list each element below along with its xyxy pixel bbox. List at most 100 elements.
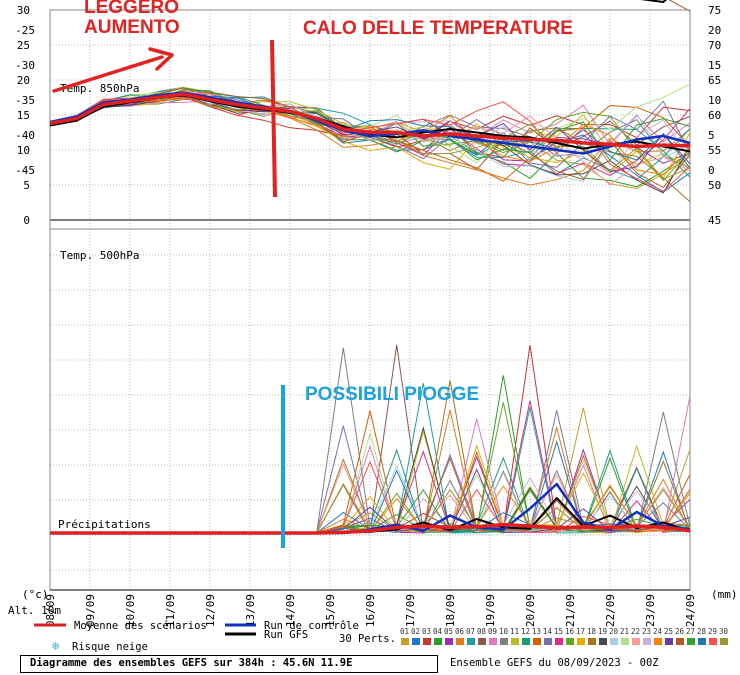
legend-member-number: 30: [719, 627, 729, 636]
tick-label-left-850: 15: [17, 109, 30, 122]
snow-icon: ❄: [52, 639, 59, 653]
tick-label-date: 17/09: [404, 594, 417, 627]
legend-member-swatch: [665, 638, 673, 645]
legend-member-number: 09: [488, 627, 497, 636]
legend-perts-label: 30 Perts.: [339, 633, 396, 645]
panel-title-500: Temp. 500hPa: [60, 249, 139, 262]
legend-member-number: 12: [521, 627, 530, 636]
legend-member-swatch: [467, 638, 475, 645]
tick-label-right-500: 5: [708, 129, 715, 142]
tick-label-date: 19/09: [484, 594, 497, 627]
tick-label-left-850: 25: [17, 39, 30, 52]
rise-arrow-shaft: [52, 55, 164, 93]
tick-label-left-850: 10: [17, 144, 30, 157]
legend-member-number: 14: [543, 627, 553, 636]
footer-run-info: Ensemble GEFS du 08/09/2023 - 00Z: [450, 657, 659, 669]
legend-member-number: 03: [422, 627, 431, 636]
panel-title-850: Temp. 850hPa: [60, 82, 139, 95]
legend-member-number: 11: [510, 627, 519, 636]
legend-member-number: 08: [477, 627, 487, 636]
legend-member-swatch: [555, 638, 563, 645]
tick-label-date: 22/09: [604, 594, 617, 627]
legend-member-swatch: [643, 638, 651, 645]
legend-member-swatch: [423, 638, 431, 645]
legend: Moyenne des scénarios Run de contrôleRun …: [34, 620, 729, 653]
legend-control-label: Run de contrôle: [264, 620, 359, 632]
tick-label-date: 15/09: [324, 594, 337, 627]
tick-label-right-500: 0: [708, 164, 715, 177]
mean-line-precip: [50, 522, 691, 535]
left-unit-label: (°c): [22, 588, 49, 601]
legend-member-number: 07: [466, 627, 475, 636]
legend-member-swatch: [610, 638, 618, 645]
footer-title-box: [20, 655, 438, 673]
legend-member-swatch: [621, 638, 629, 645]
legend-member-number: 04: [433, 627, 443, 636]
tick-label-left-500: -35: [15, 94, 35, 107]
tick-label-left-850: 5: [23, 179, 30, 192]
tick-label-date: 12/09: [204, 594, 217, 627]
tick-label-left-500: -30: [15, 59, 35, 72]
right-unit-label: (mm): [711, 588, 738, 601]
legend-snow-label: Risque neige: [72, 641, 148, 653]
legend-member-number: 20: [609, 627, 619, 636]
member-line-850: [49, 93, 691, 180]
control-line-850: [49, 91, 691, 155]
member-line-850: [49, 96, 691, 176]
tick-label-date: 20/09: [524, 594, 537, 627]
rise-annotation: LEGGERO AUMENTO: [84, 0, 180, 38]
legend-member-swatch: [445, 638, 453, 645]
rain-annotation: POSSIBILI PIOGGE: [305, 384, 480, 405]
main-series: [49, 0, 691, 535]
legend-member-swatch: [456, 638, 464, 645]
legend-member-number: 19: [598, 627, 607, 636]
legend-member-swatch: [698, 638, 706, 645]
legend-member-number: 28: [697, 627, 707, 636]
legend-member-number: 18: [587, 627, 597, 636]
tick-label-right-500: 10: [708, 94, 721, 107]
legend-member-swatch: [522, 638, 530, 645]
legend-member-number: 27: [686, 627, 695, 636]
tick-label-left-850: 20: [17, 74, 30, 87]
legend-member-number: 15: [554, 627, 563, 636]
panel-title-precip: Précipitations: [58, 518, 151, 531]
tick-label-right-850: 50: [708, 179, 721, 192]
tick-label-date: 14/09: [284, 594, 297, 627]
tick-label-date: 08/09: [44, 594, 57, 627]
tick-label-right-850: 45: [708, 214, 721, 227]
tick-label-right-850: 60: [708, 109, 721, 122]
tick-label-date: 24/09: [684, 594, 697, 627]
annotation-marks: [52, 39, 285, 548]
tick-label-left-850: 0: [23, 214, 30, 227]
tick-label-date: 23/09: [644, 594, 657, 627]
tick-label-date: 21/09: [564, 594, 577, 627]
legend-member-swatch: [588, 638, 596, 645]
tick-label-right-850: 65: [708, 74, 721, 87]
legend-member-number: 26: [675, 627, 685, 636]
cooling-annotation: CALO DELLE TEMPERATURE: [303, 18, 573, 39]
legend-member-swatch: [478, 638, 486, 645]
tick-label-right-500: 15: [708, 59, 721, 72]
legend-member-number: 25: [664, 627, 673, 636]
tick-label-left-500: -25: [15, 24, 35, 37]
tick-label-right-850: 75: [708, 4, 721, 17]
legend-member-swatch: [533, 638, 541, 645]
legend-member-number: 24: [653, 627, 663, 636]
legend-member-swatch: [632, 638, 640, 645]
tick-label-left-500: -45: [15, 164, 35, 177]
legend-member-number: 21: [620, 627, 629, 636]
tick-label-right-500: 20: [708, 24, 721, 37]
tick-label-left-500: -20: [15, 0, 35, 2]
legend-member-swatch: [676, 638, 684, 645]
rise-arrow-head: [148, 47, 174, 71]
legend-member-number: 22: [631, 627, 640, 636]
legend-member-swatch: [412, 638, 420, 645]
legend-member-swatch: [654, 638, 662, 645]
legend-gfs-label: Run GFS: [264, 629, 308, 641]
legend-member-swatch: [720, 638, 728, 645]
legend-member-number: 16: [565, 627, 575, 636]
tick-label-date: 18/09: [444, 594, 457, 627]
tick-label-date: 11/09: [164, 594, 177, 627]
footer-title: Diagramme des ensembles GEFS sur 384h : …: [30, 657, 353, 669]
